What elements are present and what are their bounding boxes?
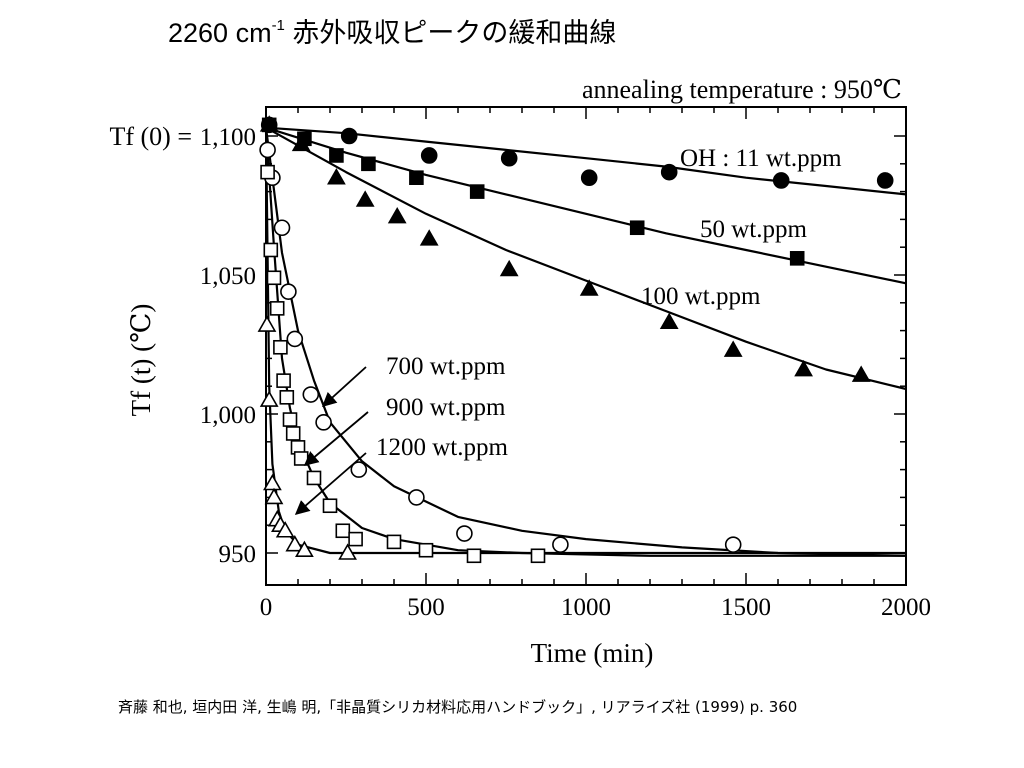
x-axis-label: Time (min) — [531, 638, 654, 668]
data-point-square — [266, 270, 282, 286]
data-point-circle — [302, 386, 320, 403]
tick-labels: 0 500 1000 1500 2000 950 1,000 1,050 1,100 — [200, 124, 931, 621]
data-point-triangle — [263, 473, 282, 491]
data-point-circle — [315, 414, 332, 431]
data-point-triangle — [387, 207, 407, 224]
data-point-triangle — [851, 365, 871, 382]
data-point-square — [306, 470, 322, 486]
data-point-circle — [580, 169, 598, 186]
y-tick-label: 1,100 — [200, 124, 256, 151]
data-point-circle — [552, 536, 569, 553]
data-point-square — [348, 531, 363, 547]
arrow-label: 900 wt.ppm — [386, 394, 506, 421]
y-tick-label: 1,000 — [200, 402, 256, 429]
chart-labels: OH : 11 wt.ppm 50 wt.ppm 100 wt.ppm 700 wt.… — [109, 75, 902, 668]
annealing-annotation: annealing temperature : 950℃ — [582, 75, 902, 104]
data-point-circle — [660, 163, 678, 181]
data-point-square — [409, 170, 424, 185]
fit-curve — [265, 126, 907, 391]
fit-curve — [264, 127, 907, 557]
data-point-square — [260, 164, 275, 180]
data-point-circle — [280, 283, 297, 300]
arrow-label: 700 wt.ppm — [386, 353, 506, 380]
data-point-triangle — [295, 540, 314, 558]
data-point-square — [273, 339, 288, 355]
data-point-triangle — [794, 359, 813, 377]
fit-curve — [264, 127, 906, 557]
arrow-line — [294, 452, 367, 515]
x-tick-label: 500 — [407, 594, 445, 621]
y-tick-label: 950 — [219, 541, 257, 568]
data-point-triangle — [257, 315, 277, 332]
data-point-circle — [350, 461, 368, 478]
data-point-circle — [500, 149, 518, 167]
data-point-square — [386, 534, 402, 550]
data-point-circle — [273, 219, 291, 237]
data-point-circle — [286, 330, 304, 348]
data-point-circle — [408, 489, 425, 506]
data-point-square — [469, 184, 485, 199]
tf0-label: Tf (0) = — [109, 122, 192, 151]
data-point-triangle — [259, 390, 279, 407]
data-point-square — [322, 498, 338, 514]
data-point-triangle — [275, 521, 295, 538]
data-point-triangle — [499, 259, 519, 277]
data-point-square — [335, 523, 351, 539]
data-point-square — [789, 251, 805, 266]
data-point-triangle — [291, 134, 311, 152]
x-tick-label: 0 — [260, 594, 273, 621]
data-point-circle — [772, 172, 790, 189]
arrow-label: 1200 wt.ppm — [376, 434, 509, 461]
arrow-line — [303, 411, 369, 466]
data-point-circle — [456, 525, 473, 542]
data-point-triangle — [419, 229, 439, 246]
data-point-square — [466, 548, 482, 564]
fit-curves — [264, 126, 907, 557]
data-point-triangle — [723, 340, 743, 357]
data-point-triangle — [579, 279, 599, 296]
data-point-triangle — [338, 543, 357, 560]
data-point-circle — [259, 141, 276, 159]
data-point-triangle — [264, 487, 284, 505]
data-point-square — [269, 301, 285, 316]
data-point-square — [530, 548, 546, 564]
series-label: 50 wt.ppm — [700, 216, 808, 243]
data-point-circle — [340, 127, 358, 145]
data-point-square — [285, 426, 301, 441]
data-point-square — [279, 390, 295, 405]
data-point-triangle — [355, 190, 375, 207]
series-label: OH : 11 wt.ppm — [680, 145, 842, 172]
fit-curve — [264, 127, 906, 555]
data-point-square — [293, 451, 309, 466]
citation: 斉藤 和也, 垣内田 洋, 生嶋 明,「非晶質シリカ材料応用ハンドブック」, リ… — [118, 698, 798, 716]
x-tick-label: 1000 — [561, 594, 611, 621]
data-point-circle — [420, 147, 438, 164]
relaxation-chart: 0 500 1000 1500 2000 950 1,000 1,050 1,100 OH : … — [109, 75, 931, 668]
x-tick-label: 1500 — [721, 594, 771, 621]
data-point-triangle — [327, 168, 346, 185]
data-point-triangle — [659, 312, 679, 330]
data-markers — [257, 115, 894, 564]
data-point-square — [629, 220, 645, 236]
x-tick-label: 2000 — [881, 594, 931, 621]
y-axis-label: Tf (t) (℃) — [126, 304, 156, 417]
data-point-circle — [876, 172, 894, 189]
arrow-line — [321, 366, 367, 407]
series-label: 100 wt.ppm — [641, 283, 761, 310]
data-point-square — [361, 156, 376, 172]
y-tick-label: 1,050 — [200, 263, 256, 290]
data-point-square — [263, 242, 279, 258]
data-point-square — [282, 412, 298, 427]
data-point-triangle — [285, 535, 305, 552]
data-point-triangle — [259, 115, 279, 132]
fit-curve — [265, 126, 907, 196]
slide-title: 2260 cm-1 赤外吸収ピークの緩和曲線 — [168, 17, 617, 48]
data-point-square — [276, 373, 291, 388]
data-point-circle — [724, 536, 742, 553]
data-point-square — [329, 148, 344, 163]
data-point-square — [418, 542, 434, 558]
